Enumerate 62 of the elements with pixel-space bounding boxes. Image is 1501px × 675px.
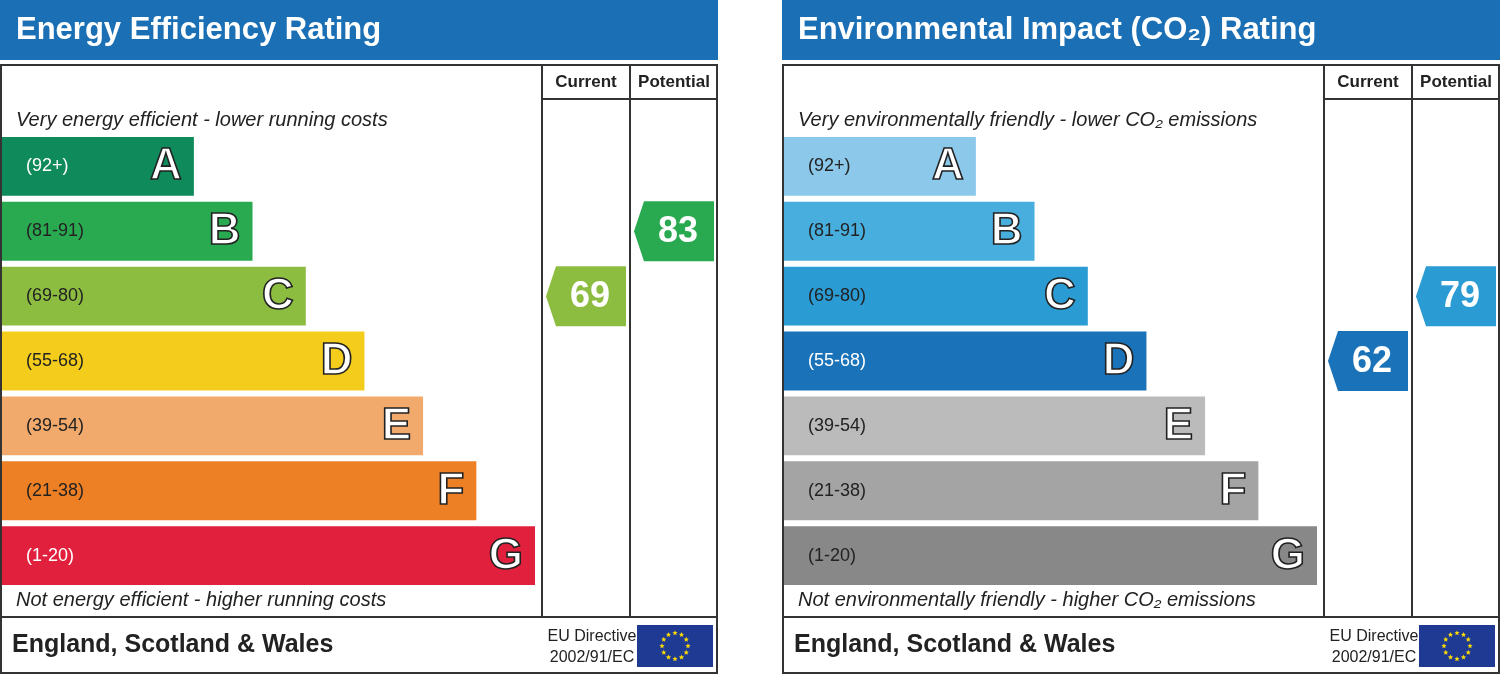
bar: [2, 137, 194, 196]
text: EU Directive: [1329, 627, 1419, 644]
bar: [784, 331, 1147, 391]
annotation: (69-80): [26, 285, 85, 306]
y-tick-label: G: [488, 528, 523, 578]
annotation: (21-38): [808, 479, 867, 500]
bar: [2, 201, 253, 261]
text: Potential: [1420, 72, 1492, 91]
y-tick-label: E: [1163, 398, 1194, 448]
text: 2002/91/EC: [1331, 648, 1417, 665]
annotation: (21-38): [26, 479, 85, 500]
y-tick-label: F: [1219, 463, 1247, 513]
text: 2002/91/EC: [549, 648, 635, 665]
annotation: Not environmentally friendly - higher CO₂ emissions: [798, 588, 1256, 610]
text: 62: [1351, 339, 1393, 380]
y-tick-label: A: [150, 139, 182, 189]
y-tick-label: A: [932, 139, 964, 189]
annotation: Not energy efficient - higher running costs: [16, 588, 387, 610]
y-tick-label: C: [1044, 269, 1076, 319]
bar: [2, 396, 424, 456]
y-tick-label: B: [208, 204, 241, 254]
annotation: (1-20): [26, 544, 75, 565]
annotation: (55-68): [808, 350, 867, 370]
bar: [2, 526, 535, 585]
text: Very energy efficient - lower running costs: [16, 108, 388, 130]
annotation: (1-20): [808, 544, 857, 565]
text: Potential: [638, 72, 710, 91]
text: Current: [555, 72, 618, 91]
y-tick-label: F: [437, 463, 465, 513]
text: Very environmentally friendly - lower CO₂ emissions: [798, 108, 1258, 130]
bar: [784, 461, 1259, 521]
y-tick-label: D: [1102, 334, 1135, 383]
annotation: (69-80): [808, 285, 867, 306]
bar: [2, 331, 365, 391]
annotation: (81-91): [808, 220, 867, 241]
y-tick-label: E: [381, 398, 412, 448]
text: England, Scotland & Wales: [794, 629, 1116, 657]
bar: [784, 396, 1206, 456]
bar: [784, 201, 1035, 261]
bar: [784, 526, 1317, 585]
text: 69: [569, 274, 611, 316]
y-tick-label: D: [320, 334, 353, 383]
text: England, Scotland & Wales: [12, 629, 334, 657]
bar: [784, 137, 976, 196]
bar: [2, 266, 306, 326]
text: 83: [657, 209, 699, 251]
y-tick-label: B: [990, 204, 1023, 254]
annotation: (39-54): [808, 414, 867, 435]
annotation: (55-68): [26, 350, 85, 370]
annotation: (92+): [808, 155, 851, 176]
annotation: (81-91): [26, 220, 85, 241]
text: Current: [1337, 72, 1400, 91]
text: EU Directive: [547, 627, 637, 644]
y-tick-label: G: [1270, 528, 1305, 578]
chart-title: Energy Efficiency Rating: [16, 11, 382, 46]
bar: [784, 266, 1088, 326]
chart-title: Environmental Impact (CO₂) Rating: [798, 11, 1317, 46]
annotation: (39-54): [26, 414, 85, 435]
text: 79: [1439, 274, 1481, 316]
annotation: (92+): [26, 155, 69, 176]
bar: [2, 461, 477, 521]
y-tick-label: C: [262, 269, 294, 319]
